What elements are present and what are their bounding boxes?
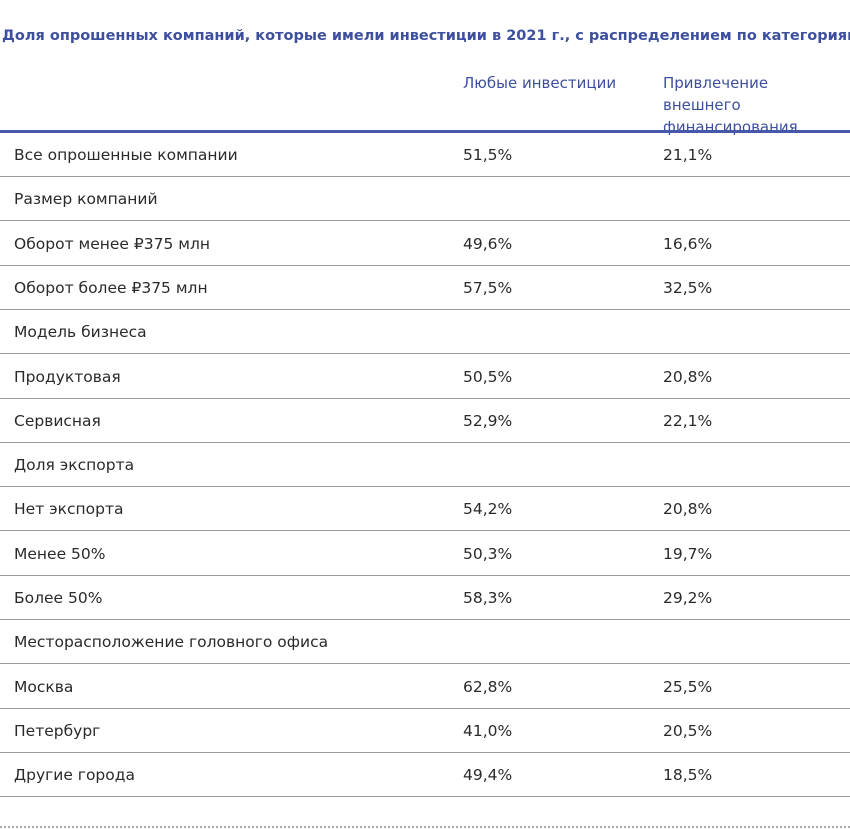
table-row: Москва 62,8% 25,5% xyxy=(0,665,850,709)
table-row: Все опрошенные компании 51,5% 21,1% xyxy=(0,133,850,177)
cell-value: 57,5% xyxy=(463,278,513,297)
cell-value: 22,1% xyxy=(663,411,713,430)
cell-value: 49,6% xyxy=(463,234,513,253)
row-label: Москва xyxy=(14,677,74,696)
cell-value: 62,8% xyxy=(463,677,513,696)
cell-value: 20,8% xyxy=(663,500,713,519)
table-row: Петербург 41,0% 20,5% xyxy=(0,709,850,753)
group-row: Месторасположение головного офиса xyxy=(0,620,850,665)
cell-value: 52,9% xyxy=(463,411,513,430)
row-label: Доля экспорта xyxy=(14,456,135,475)
row-label: Сервисная xyxy=(14,411,101,430)
column-header: Привлечение внешнего финансирования xyxy=(663,74,798,136)
cell-value: 16,6% xyxy=(663,234,713,253)
cell-value: 58,3% xyxy=(463,589,513,607)
cell-value: 20,5% xyxy=(663,721,713,740)
cell-value: 19,7% xyxy=(663,544,713,563)
group-row: Модель бизнеса xyxy=(0,310,850,355)
header-rule xyxy=(0,130,850,133)
row-label: Петербург xyxy=(14,721,101,740)
table-row: Сервисная 52,9% 22,1% xyxy=(0,399,850,443)
row-label: Нет экспорта xyxy=(14,500,124,519)
row-label: Оборот менее ₽375 млн xyxy=(14,234,210,253)
row-label: Все опрошенные компании xyxy=(14,146,238,164)
cell-value: 51,5% xyxy=(463,146,513,164)
group-row: Доля экспорта xyxy=(0,443,850,488)
row-label: Менее 50% xyxy=(14,544,106,563)
row-label: Другие города xyxy=(14,766,135,785)
cell-value: 21,1% xyxy=(663,146,713,164)
row-label: Оборот более ₽375 млн xyxy=(14,278,208,297)
cell-value: 50,3% xyxy=(463,544,513,563)
cell-value: 29,2% xyxy=(663,589,713,607)
table-row: Более 50% 58,3% 29,2% xyxy=(0,576,850,620)
cell-value: 25,5% xyxy=(663,677,713,696)
cell-value: 20,8% xyxy=(663,367,713,386)
cell-value: 50,5% xyxy=(463,367,513,386)
row-label: Месторасположение головного офиса xyxy=(14,633,329,652)
row-label: Модель бизнеса xyxy=(14,323,147,342)
cell-value: 32,5% xyxy=(663,278,713,297)
cell-value: 41,0% xyxy=(463,721,513,740)
row-label: Размер компаний xyxy=(14,190,158,209)
cell-value: 18,5% xyxy=(663,766,713,785)
table-title: Доля опрошенных компаний, которые имели … xyxy=(2,28,850,44)
row-label: Продуктовая xyxy=(14,367,121,386)
table-row: Другие города 49,4% 18,5% xyxy=(0,753,850,798)
table-row: Оборот менее ₽375 млн 49,6% 16,6% xyxy=(0,222,850,266)
group-row: Размер компаний xyxy=(0,177,850,222)
column-header: Любые инвестиции xyxy=(463,74,617,92)
table-row: Продуктовая 50,5% 20,8% xyxy=(0,355,850,399)
table-row: Нет экспорта 54,2% 20,8% xyxy=(0,487,850,532)
table-row: Оборот более ₽375 млн 57,5% 32,5% xyxy=(0,266,850,310)
cell-value: 49,4% xyxy=(463,766,513,785)
table-row: Менее 50% 50,3% 19,7% xyxy=(0,532,850,576)
cell-value: 54,2% xyxy=(463,500,513,519)
bottom-rule xyxy=(0,826,850,828)
row-label: Более 50% xyxy=(14,589,103,607)
